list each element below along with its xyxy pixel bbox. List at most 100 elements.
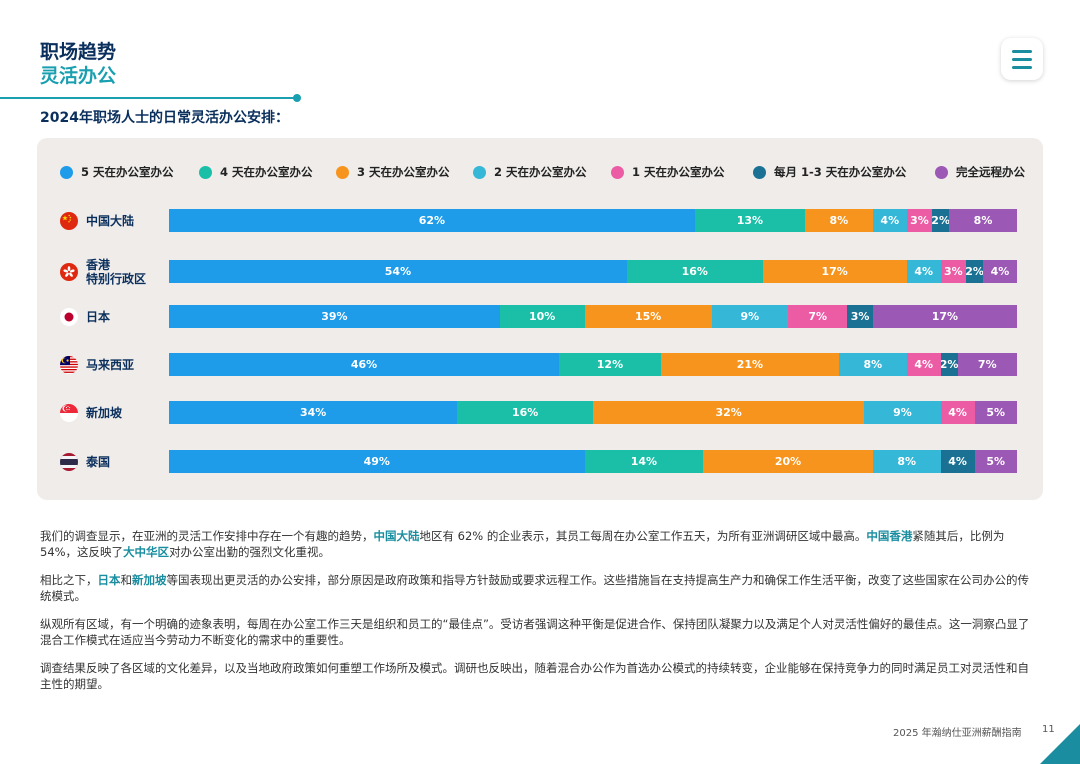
legend-item-m13: 每月 1-3 天在办公室办公 xyxy=(753,164,906,180)
bar-segment-4d: 14% xyxy=(584,450,704,473)
legend-label: 1 天在办公室办公 xyxy=(632,165,725,179)
japan-flag-icon xyxy=(60,307,78,326)
header-title-line1: 职场趋势 xyxy=(40,41,117,63)
bar-segment-remote: 4% xyxy=(983,260,1017,283)
bar-segment-5d: 46% xyxy=(169,353,560,376)
bar-segment-4d: 16% xyxy=(457,401,593,424)
bar-segment-1d: 7% xyxy=(788,305,848,328)
paragraph-3: 纵观所有区域，有一个明确的迹象表明，每周在办公室工作三天是组织和员工的“最佳点”… xyxy=(40,617,1030,647)
hamburger-menu-icon-bar xyxy=(1012,57,1032,61)
singapore-flag-icon xyxy=(60,403,78,422)
stacked-bar: 39% 10% 15% 9% 7% 3% 17% xyxy=(169,305,1017,328)
bar-segment-remote: 7% xyxy=(957,353,1017,376)
malaysia-flag-icon xyxy=(60,355,78,374)
legend-swatch xyxy=(935,165,948,179)
row-label-text: 新加坡 xyxy=(86,405,123,420)
bar-segment-m13: 4% xyxy=(940,450,975,473)
legend-label: 3 天在办公室办公 xyxy=(357,165,450,179)
legend-item-5d: 5 天在办公室办公 xyxy=(60,164,174,180)
bar-segment-5d: 62% xyxy=(169,209,695,232)
bar-segment-4d: 12% xyxy=(559,353,661,376)
bar-segment-m13: 2% xyxy=(940,353,958,376)
stacked-bar: 62% 13% 8% 4% 3% 2% 8% xyxy=(169,209,1017,232)
bar-segment-5d: 39% xyxy=(169,305,500,328)
bar-segment-2d: 8% xyxy=(838,353,907,376)
bar-segment-3d: 8% xyxy=(804,209,873,232)
bar-segment-remote: 17% xyxy=(872,305,1017,328)
bar-segment-3d: 20% xyxy=(703,450,873,473)
legend-swatch xyxy=(336,165,349,179)
bar-segment-4d: 10% xyxy=(499,305,585,328)
p1-text-a: 我们的调查显示，在亚洲的灵活工作安排中存在一个有趣的趋势， xyxy=(40,529,374,543)
header-divider-dot xyxy=(293,94,301,102)
bar-segment-2d: 4% xyxy=(872,209,907,232)
bar-segment-1d: 3% xyxy=(940,260,967,283)
menu-button[interactable] xyxy=(1001,38,1043,80)
legend-label: 4 天在办公室办公 xyxy=(220,165,313,179)
bar-segment-3d: 17% xyxy=(762,260,907,283)
p1-text-g: 对办公室出勤的强烈文化重视。 xyxy=(169,545,331,559)
p1-highlight-greater-china: 大中华区 xyxy=(123,545,170,559)
row-label: 新加坡 xyxy=(60,403,123,422)
bar-segment-5d: 34% xyxy=(169,401,458,424)
row-label-text: 泰国 xyxy=(86,454,111,469)
body-text: 我们的调查显示，在亚洲的灵活工作安排中存在一个有趣的趋势，中国大陆地区有 62%… xyxy=(40,528,1040,704)
bar-segment-m13: 2% xyxy=(932,209,950,232)
bar-segment-3d: 32% xyxy=(592,401,865,424)
bar-segment-remote: 5% xyxy=(974,450,1017,473)
legend-item-4d: 4 天在办公室办公 xyxy=(199,164,313,180)
legend-swatch xyxy=(473,165,486,179)
bar-segment-remote: 5% xyxy=(974,401,1017,424)
p1-highlight-hongkong: 中国香港 xyxy=(866,529,913,543)
p2-highlight-singapore: 新加坡 xyxy=(132,573,167,587)
legend-label: 完全远程办公 xyxy=(956,165,1025,179)
legend-swatch xyxy=(60,165,73,179)
stacked-bar: 54% 16% 17% 4% 3% 2% 4% xyxy=(169,260,1017,283)
bar-segment-m13: 2% xyxy=(966,260,984,283)
legend-label: 2 天在办公室办公 xyxy=(494,165,587,179)
p1-text-c: 地区有 62% 的企业表示，其员工每周在办公室工作五天，为所有亚洲调研区域中最高… xyxy=(419,529,867,543)
legend-item-3d: 3 天在办公室办公 xyxy=(336,164,450,180)
stacked-bar: 46% 12% 21% 8% 4% 2% 7% xyxy=(169,353,1017,376)
bar-segment-1d: 4% xyxy=(940,401,975,424)
legend-label: 每月 1-3 天在办公室办公 xyxy=(774,165,907,179)
legend-item-remote: 完全远程办公 xyxy=(935,164,1025,180)
paragraph-2: 相比之下，日本和新加坡等国表现出更灵活的办公安排，部分原因是政府政策和指导方针鼓… xyxy=(40,572,1040,604)
p1-highlight-mainland: 中国大陆 xyxy=(373,529,420,543)
bar-segment-m13: 3% xyxy=(847,305,873,328)
hongkong-flag-icon xyxy=(60,262,78,281)
bar-segment-2d: 9% xyxy=(864,401,941,424)
paragraph-4: 调查结果反映了各区域的文化差异，以及当地政府政策如何重塑工作场所及模式。调研也反… xyxy=(40,661,1029,691)
legend-item-1d: 1 天在办公室办公 xyxy=(611,164,725,180)
p2-text-a: 相比之下， xyxy=(40,573,98,587)
bar-segment-2d: 8% xyxy=(872,450,941,473)
hamburger-menu-icon-bar xyxy=(1012,65,1032,69)
corner-decoration xyxy=(1040,724,1080,764)
page-header: 职场趋势 灵活办公 xyxy=(40,40,116,88)
legend-swatch xyxy=(611,165,624,179)
legend-item-2d: 2 天在办公室办公 xyxy=(473,164,587,180)
bar-segment-3d: 15% xyxy=(584,305,712,328)
legend-label: 5 天在办公室办公 xyxy=(81,165,174,179)
row-label: 香港 特别行政区 xyxy=(60,258,146,286)
footer-text: 2025 年瀚纳仕亚洲薪酬指南 xyxy=(893,728,1022,739)
bar-segment-2d: 9% xyxy=(711,305,789,328)
bar-segment-4d: 16% xyxy=(626,260,763,283)
bar-segment-4d: 13% xyxy=(694,209,805,232)
bar-segment-2d: 4% xyxy=(906,260,941,283)
row-label: 马来西亚 xyxy=(60,355,134,374)
row-label-text: 日本 xyxy=(86,309,111,324)
chart-section-title: 2024年职场人士的日常灵活办公安排： xyxy=(40,110,289,126)
paragraph-1: 我们的调查显示，在亚洲的灵活工作安排中存在一个有趣的趋势，中国大陆地区有 62%… xyxy=(40,528,1040,560)
row-label: 泰国 xyxy=(60,452,111,471)
bar-segment-1d: 3% xyxy=(906,209,933,232)
bar-segment-5d: 49% xyxy=(169,450,585,473)
thailand-flag-icon xyxy=(60,452,78,471)
row-label-text: 中国大陆 xyxy=(86,213,135,228)
bar-segment-3d: 21% xyxy=(660,353,839,376)
bar-segment-remote: 8% xyxy=(949,209,1017,232)
row-label: 中国大陆 xyxy=(60,211,135,230)
stacked-bar: 49% 14% 20% 8% 4% 5% xyxy=(169,450,1017,473)
header-title-line2: 灵活办公 xyxy=(40,65,117,87)
p2-highlight-japan: 日本 xyxy=(97,573,121,587)
